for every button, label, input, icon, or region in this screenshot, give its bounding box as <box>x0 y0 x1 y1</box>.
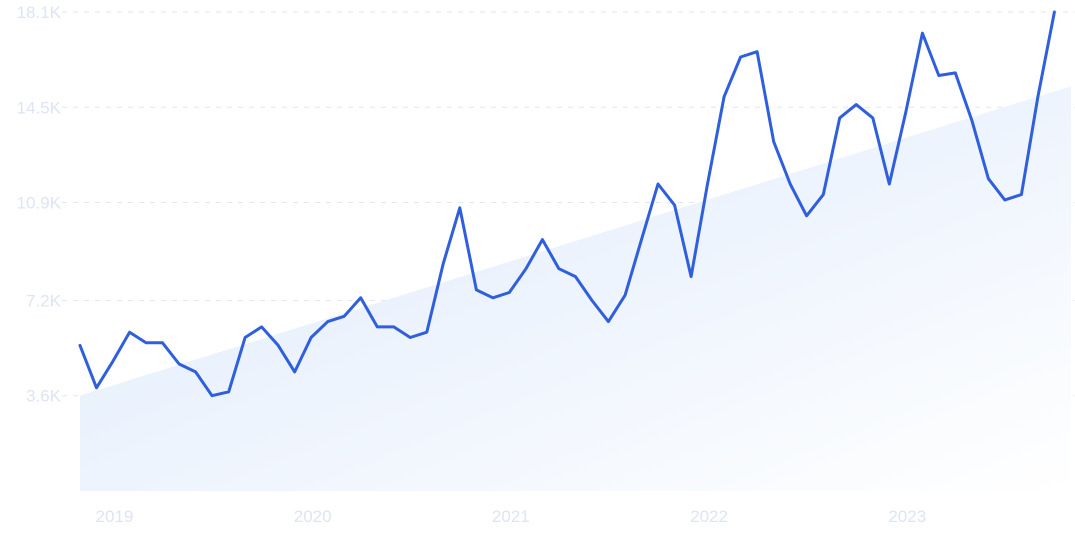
y-axis-ticks: 3.6K 7.2K 10.9K 14.5K 18.1K <box>17 3 62 406</box>
y-tick-label: 14.5K <box>17 98 62 117</box>
trend-area <box>80 86 1071 491</box>
y-tick-label: 3.6K <box>26 387 62 406</box>
y-tick-label: 10.9K <box>17 194 62 213</box>
x-tick-label: 2023 <box>888 507 926 526</box>
series-line <box>78 10 1056 398</box>
y-tick-label: 18.1K <box>17 3 62 22</box>
x-tick-label: 2020 <box>294 507 332 526</box>
x-tick-label: 2022 <box>690 507 728 526</box>
x-axis-ticks: 2019 2020 2021 2022 2023 <box>96 507 927 526</box>
x-tick-label: 2021 <box>492 507 530 526</box>
x-tick-label: 2019 <box>96 507 134 526</box>
y-tick-label: 7.2K <box>26 291 62 310</box>
